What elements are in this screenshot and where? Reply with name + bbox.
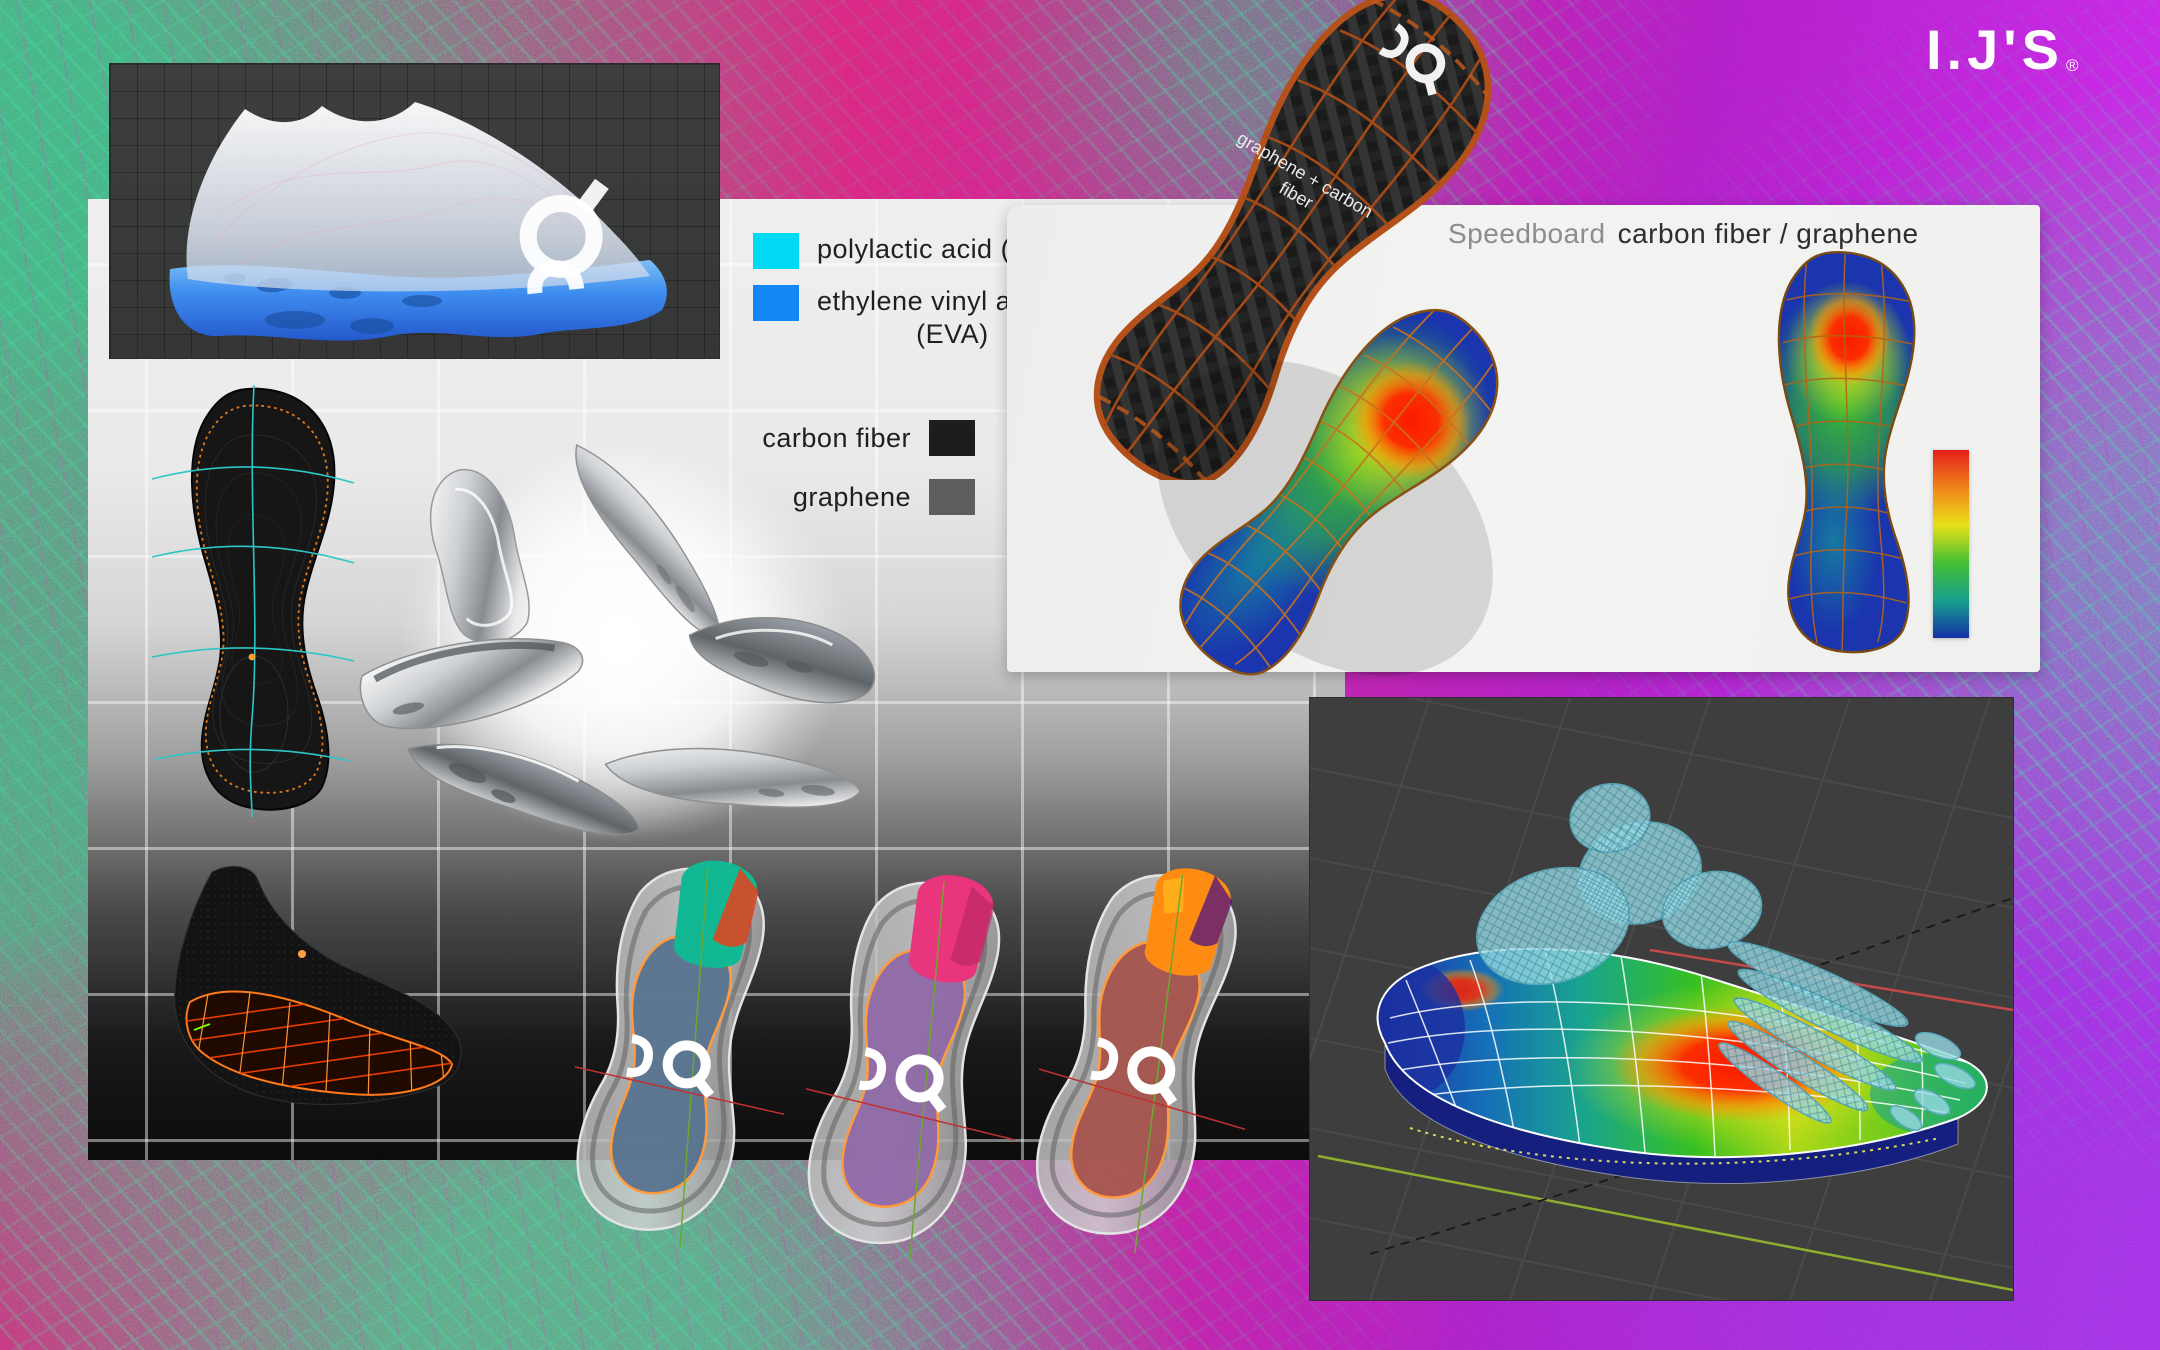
carbon-speedboard: graphene + carbon fiber [980, 0, 1540, 480]
graphene-swatch [929, 479, 975, 515]
pressure-map-insole-top [1777, 250, 1916, 654]
chrome-sole-part-right [604, 747, 861, 808]
pressure-map-insole-angled [1147, 282, 1530, 699]
foot-bones-wireframe [1476, 783, 1976, 1131]
registered-mark: ® [2065, 56, 2079, 75]
legend-row-carbon: carbon fiber [640, 420, 975, 456]
eva-swatch [753, 285, 799, 321]
chrome-blade-part [575, 444, 720, 638]
sole-study-red [984, 831, 1316, 1294]
wireframe-shoe-scan [174, 865, 462, 1105]
sole-study-blue [529, 829, 842, 1283]
sole-study-purple [758, 841, 1077, 1298]
on-logo-icon [1378, 23, 1446, 96]
on-logo-icon [858, 1047, 947, 1113]
pla-swatch [753, 233, 799, 269]
carbon-fiber-swatch [929, 420, 975, 456]
pressure-colorbar [1933, 450, 1969, 638]
y-axis-line [1317, 1154, 2014, 1292]
heatmap-midsole [1376, 947, 1988, 1184]
speedboard-panel-title: Speedboard carbon fiber / graphene [1448, 218, 1919, 250]
chrome-midsole-part [359, 638, 584, 730]
chrome-sole-part-left [407, 743, 640, 836]
sneaker-render-viewport [110, 64, 719, 358]
on-logo-icon [519, 178, 609, 295]
chrome-teardrop-part [688, 617, 876, 704]
foot-simulation-scene [1229, 677, 2131, 1350]
concept-sneaker-image [169, 102, 667, 341]
panel-title-main: carbon fiber / graphene [1617, 218, 1919, 249]
foot-simulation-viewport [1229, 677, 2131, 1350]
brand-logo: I.J'S ® [1926, 22, 2078, 78]
structural-legend: carbon fiber graphene [640, 420, 975, 515]
brand-logo-text: I.J'S [1926, 18, 2064, 81]
on-logo-icon [626, 1034, 715, 1099]
legend-row-graphene: graphene [640, 479, 975, 515]
eva-label-line2: (EVA) [916, 318, 989, 349]
on-logo-icon [1090, 1037, 1178, 1106]
chrome-parts-cluster [359, 444, 876, 844]
graphene-label: graphene [792, 481, 911, 512]
panel-title-prefix: Speedboard [1448, 218, 1606, 249]
carbon-fiber-label: carbon fiber [762, 422, 911, 453]
black-insole-scan [151, 384, 355, 818]
